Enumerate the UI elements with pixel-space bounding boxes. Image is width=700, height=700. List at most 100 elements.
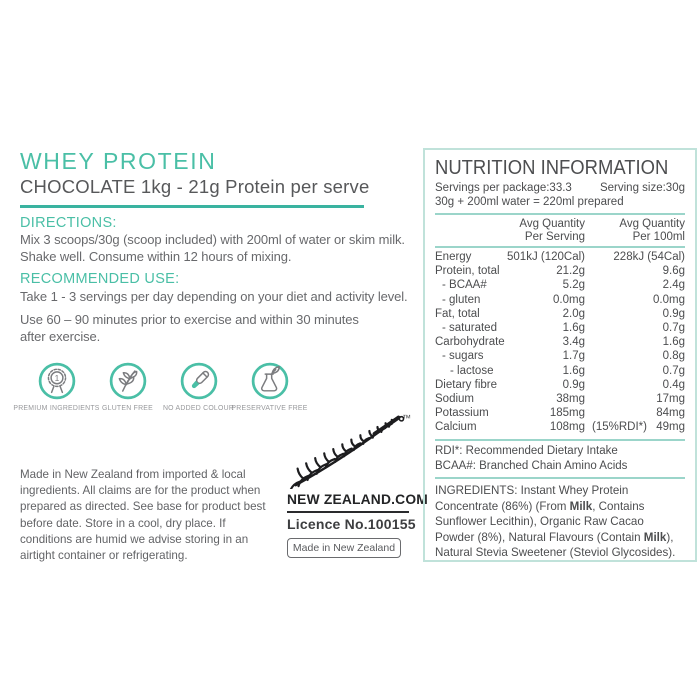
nutrient-per-serving: 185mg [549, 407, 585, 420]
nutrient-name: Protein, total [435, 265, 500, 278]
nutrition-panel: NUTRITION INFORMATION Servings per packa… [423, 148, 697, 562]
nutrient-name: - sugars [442, 350, 484, 363]
nutrition-row: Sodium 38mg 17mg [435, 393, 685, 407]
badge-label: PREMIUM INGREDIENTS [13, 405, 100, 412]
nutrition-row: - gluten 0.0mg 0.0mg [435, 294, 685, 308]
ingredients-fragment: ), Natural Stevia Sweetener (Steviol Gly… [435, 530, 676, 560]
badge-no-added-colour: NO ADDED COLOUR [163, 362, 234, 412]
nutrient-name: Fat, total [435, 307, 480, 320]
nutrient-per-100ml: 0.0mg [653, 293, 685, 306]
nutrition-title: NUTRITION INFORMATION [435, 156, 669, 179]
panel-rule [435, 477, 685, 480]
flask-leaf-icon [251, 362, 288, 400]
nutrition-row: Dietary fibre 0.9g 0.4g [435, 379, 685, 393]
ingredients-text: INGREDIENTS: Instant Whey Protein Concen… [435, 483, 685, 560]
nutrient-name: Calcium [435, 421, 477, 434]
nutrient-per-serving: 5.2g [562, 279, 585, 292]
nutrition-row: - BCAA# 5.2g 2.4g [435, 279, 685, 293]
nutrient-per-serving: 21.2g [556, 265, 585, 278]
badge-preservative-free: PRESERVATIVE FREE [231, 362, 308, 412]
footnotes: RDI*: Recommended Dietary Intake BCAA#: … [435, 444, 685, 473]
nutrient-name: - saturated [442, 321, 497, 334]
nutrient-per-100ml: 9.6g [662, 265, 685, 278]
nutrient-per-100ml: 228kJ (54Cal) [613, 251, 685, 263]
panel-rule [435, 213, 685, 215]
nutrition-row: Protein, total 21.2g 9.6g [435, 265, 685, 279]
storage-instructions: Made in New Zealand from imported & loca… [20, 468, 266, 563]
recommended-use-line2: Use 60 – 90 minutes prior to exercise an… [20, 312, 359, 345]
panel-rule [435, 439, 685, 442]
per-serving-header: Avg Quantity Per Serving [519, 218, 585, 244]
bcaa-footnote: BCAA#: Branched Chain Amino Acids [435, 459, 628, 472]
silver-fern-icon [289, 415, 405, 489]
badge-label: GLUTEN FREE [102, 405, 153, 412]
nutrition-row: Fat, total 2.0g 0.9g [435, 308, 685, 322]
dropper-icon [180, 362, 217, 400]
ingredients-fragment: Milk [569, 499, 593, 513]
recommended-use-line1: Take 1 - 3 servings per day depending on… [20, 289, 408, 304]
ingredients-fragment: INGREDIENTS: Instant Whey Protein Concen… [435, 484, 629, 513]
nutrient-per-serving: 1.6g [562, 321, 585, 334]
trademark-symbol: ™ [402, 413, 411, 423]
nutrient-per-100ml: 0.4g [662, 378, 685, 391]
nutrient-per-serving: 0.9g [562, 378, 585, 391]
nutrient-name: Potassium [435, 407, 489, 420]
servings-per-package: Servings per package:33.3 [435, 182, 572, 194]
nutrient-per-serving: 2.0g [562, 307, 585, 320]
feature-badges: 1 PREMIUM INGREDIENTS GLUTEN FREE [13, 362, 308, 412]
directions-heading: DIRECTIONS: [20, 215, 117, 231]
rdi-footnote: RDI*: Recommended Dietary Intake [435, 445, 618, 458]
column-headers: Avg Quantity Per Serving Avg Quantity Pe… [435, 215, 685, 246]
product-subtitle: CHOCOLATE 1kg - 21g Protein per serve [20, 176, 370, 197]
nutrition-table: Energy 501kJ (120Cal) 228kJ (54Cal) Prot… [435, 251, 685, 435]
nutrition-row: - lactose 1.6g 0.7g [435, 365, 685, 379]
nutrient-per-serving: 1.7g [562, 350, 585, 363]
ingredients-fragment: , Contains Sunflower Lecithin), Organic … [435, 499, 645, 544]
per-100ml-header-line2: Per 100ml [632, 231, 685, 243]
nutrient-per-serving: 0.0mg [553, 293, 585, 306]
nutrient-per-100ml: 17mg [656, 392, 685, 405]
ingredients-fragment: Milk [643, 530, 667, 544]
serving-size: Serving size:30g [599, 182, 685, 194]
per-100ml-header: Avg Quantity Per 100ml [619, 218, 685, 244]
badge-label: PRESERVATIVE FREE [231, 405, 308, 412]
nutrient-name: - gluten [442, 293, 481, 306]
nutrition-row: Calcium 108mg (15%RDI*) 49mg [435, 421, 685, 435]
nutrient-per-serving: 3.4g [562, 336, 585, 349]
nutrient-per-100ml: 0.7g [662, 364, 685, 377]
nutrient-name: - lactose [450, 364, 494, 377]
award-rosette-icon: 1 [38, 362, 75, 400]
badge-gluten-free: GLUTEN FREE [92, 362, 163, 412]
nutrient-per-serving: 501kJ (120Cal) [507, 251, 585, 263]
recommended-use-heading: RECOMMENDED USE: [20, 271, 180, 287]
nutrient-per-100ml: 84mg [656, 407, 685, 420]
nutrition-row: - saturated 1.6g 0.7g [435, 322, 685, 336]
nutrient-per-serving: 108mg [549, 421, 585, 434]
fernmark-block: ™ [287, 411, 428, 558]
nutrient-name: Sodium [435, 392, 474, 405]
directions-body: Mix 3 scoops/30g (scoop included) with 2… [20, 232, 405, 265]
nutrition-row: Carbohydrate 3.4g 1.6g [435, 336, 685, 350]
panel-rule [435, 246, 685, 248]
badge-number: 1 [54, 373, 59, 383]
nutrition-row: Potassium 185mg 84mg [435, 407, 685, 421]
nutrient-per-serving: 1.6g [562, 364, 585, 377]
badge-label: NO ADDED COLOUR [162, 405, 235, 412]
licence-number: Licence No.100155 [287, 516, 416, 532]
per-serving-header-line1: Avg Quantity [519, 218, 585, 230]
nutrient-per-100ml: 2.4g [662, 279, 685, 292]
nutrient-per-100ml: 0.9g [662, 307, 685, 320]
per-100ml-header-line1: Avg Quantity [619, 218, 685, 230]
nutrient-per-100ml: 1.6g [662, 336, 685, 349]
made-in-nz-badge: Made in New Zealand [287, 538, 401, 558]
nutrient-rdi-note: (15%RDI*) [592, 421, 647, 434]
wheat-icon [109, 362, 146, 400]
nutrient-name: Energy [435, 251, 472, 263]
nutrient-name: - BCAA# [442, 279, 487, 292]
nutrient-per-100ml: 49mg [656, 421, 685, 434]
prepared-note: 30g + 200ml water = 220ml prepared [435, 196, 624, 208]
product-title: WHEY PROTEIN [20, 148, 217, 174]
title-divider [20, 205, 364, 208]
nutrition-title-wrap: NUTRITION INFORMATION [435, 157, 685, 179]
